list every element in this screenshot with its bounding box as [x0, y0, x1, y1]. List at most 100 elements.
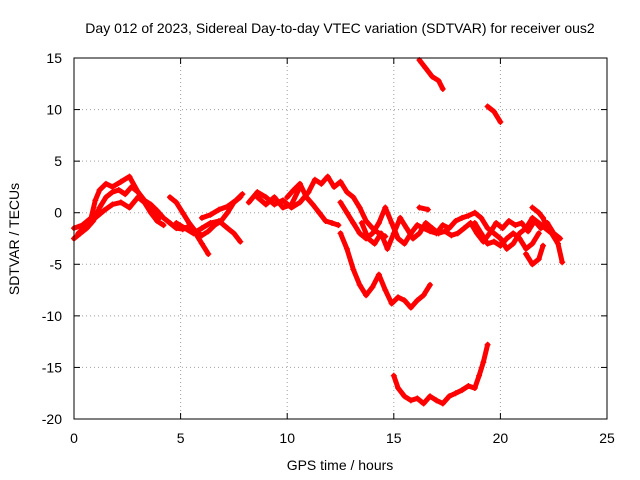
- data-point: [491, 108, 498, 115]
- series-track-h: [284, 180, 342, 229]
- data-point: [390, 230, 397, 237]
- data-point: [414, 297, 421, 304]
- data-point: [471, 209, 478, 216]
- data-point: [452, 217, 459, 224]
- data-point: [181, 225, 188, 232]
- data-point: [401, 393, 408, 400]
- y-axis-label: SDTVAR / TECUs: [6, 183, 22, 295]
- data-point: [173, 199, 180, 206]
- series-track-r: [484, 103, 504, 125]
- data-point: [435, 77, 442, 84]
- data-point: [173, 225, 180, 232]
- data-point: [518, 220, 525, 227]
- data-point: [343, 189, 350, 196]
- data-point: [454, 230, 461, 237]
- y-tick-label: -10: [42, 308, 62, 324]
- data-point: [427, 281, 434, 288]
- data-point: [271, 194, 278, 201]
- data-point: [471, 220, 478, 227]
- data-point: [102, 180, 109, 187]
- series-track-s: [390, 341, 491, 407]
- data-point: [233, 197, 240, 204]
- data-point: [416, 204, 423, 211]
- data-point: [529, 261, 536, 268]
- data-point: [395, 294, 402, 301]
- data-point: [207, 220, 214, 227]
- data-point: [540, 214, 547, 221]
- data-point: [337, 230, 344, 237]
- x-tick-label: 20: [493, 430, 509, 446]
- data-point: [439, 400, 446, 407]
- data-point: [311, 176, 318, 183]
- series-track-g: [245, 173, 389, 240]
- data-point: [478, 214, 485, 221]
- series-track-n: [471, 220, 542, 252]
- data-point: [337, 199, 344, 206]
- data-point: [254, 189, 261, 196]
- series-line: [167, 194, 243, 238]
- data-point: [512, 222, 519, 229]
- series-track-i: [254, 183, 303, 211]
- data-point: [401, 297, 408, 304]
- data-point: [497, 118, 504, 125]
- data-point: [318, 180, 325, 187]
- data-point: [540, 242, 547, 249]
- data-point: [205, 228, 212, 235]
- data-point: [160, 222, 167, 229]
- data-point: [322, 217, 329, 224]
- data-point: [92, 197, 99, 204]
- data-point: [503, 235, 510, 242]
- data-point: [397, 214, 404, 221]
- data-point: [420, 292, 427, 299]
- data-point: [337, 178, 344, 185]
- data-point: [516, 235, 523, 242]
- data-point: [384, 245, 391, 252]
- data-point: [284, 194, 291, 201]
- data-point: [465, 382, 472, 389]
- data-point: [378, 230, 385, 237]
- series-line: [416, 57, 446, 92]
- data-point: [109, 183, 116, 190]
- data-point: [414, 395, 421, 402]
- data-point: [439, 222, 446, 229]
- data-point: [215, 206, 222, 213]
- data-point: [141, 199, 148, 206]
- data-point: [452, 390, 459, 397]
- x-tick-labels: 0 5 10 15 20 25: [70, 430, 615, 446]
- data-point: [271, 201, 278, 208]
- series-track-p: [529, 204, 551, 232]
- data-point: [371, 240, 378, 247]
- data-point: [296, 183, 303, 190]
- data-point: [522, 245, 529, 252]
- data-point: [356, 230, 363, 237]
- data-point: [525, 228, 532, 235]
- data-series: [71, 57, 566, 407]
- data-point: [186, 220, 193, 227]
- series-line: [246, 174, 388, 239]
- data-point: [122, 191, 129, 198]
- data-point: [290, 187, 297, 194]
- data-point: [109, 189, 116, 196]
- data-point: [505, 217, 512, 224]
- data-point: [510, 240, 517, 247]
- data-point: [215, 217, 222, 224]
- data-point: [237, 238, 244, 245]
- data-point: [459, 387, 466, 394]
- data-point: [369, 283, 376, 290]
- data-point: [279, 197, 286, 204]
- x-tick-label: 10: [279, 430, 295, 446]
- data-point: [535, 256, 542, 263]
- data-point: [365, 235, 372, 242]
- data-point: [559, 259, 566, 266]
- data-point: [335, 222, 342, 229]
- data-point: [126, 173, 133, 180]
- data-point: [303, 194, 310, 201]
- data-point: [478, 230, 485, 237]
- data-point: [416, 230, 423, 237]
- series-track-j: [337, 230, 434, 311]
- data-point: [309, 201, 316, 208]
- data-point: [328, 220, 335, 227]
- data-point: [429, 225, 436, 232]
- series-track-o: [522, 242, 547, 268]
- data-point: [117, 199, 124, 206]
